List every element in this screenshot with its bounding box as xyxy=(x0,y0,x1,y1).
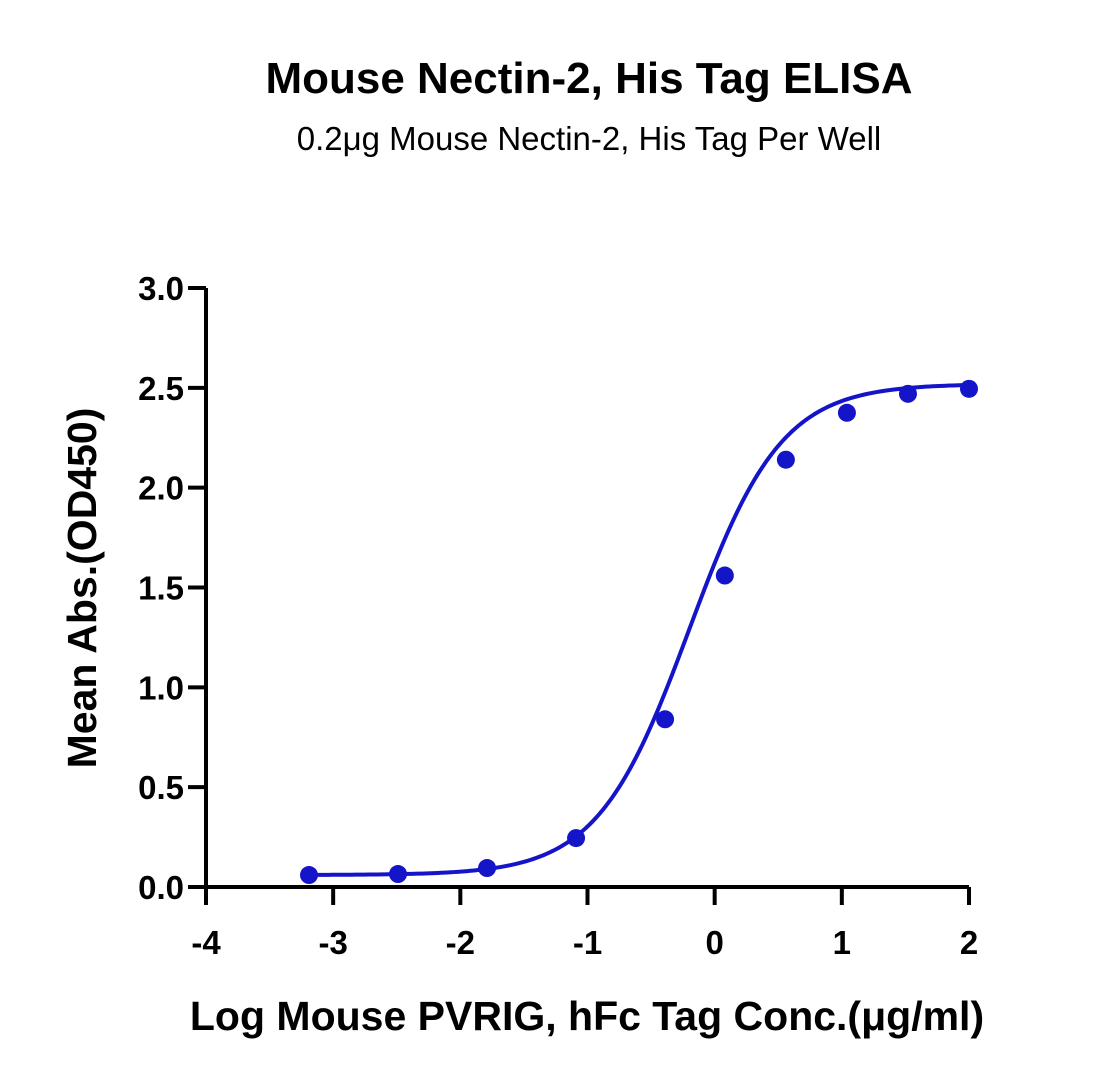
x-tick-label: -1 xyxy=(573,924,602,961)
y-tick-label: 1.5 xyxy=(138,570,184,607)
x-axis-ticks: -4 -3 -2 -1 0 1 2 xyxy=(191,887,978,961)
chart-subtitle: 0.2μg Mouse Nectin-2, His Tag Per Well xyxy=(297,120,882,157)
data-point xyxy=(776,450,795,469)
data-point xyxy=(898,384,917,403)
y-tick-label: 2.0 xyxy=(138,470,184,507)
data-point xyxy=(837,403,856,422)
data-point xyxy=(478,859,497,878)
data-point xyxy=(567,829,586,848)
x-tick-label: -3 xyxy=(318,924,347,961)
data-point xyxy=(389,865,408,884)
data-points xyxy=(300,379,978,885)
y-axis-label: Mean Abs.(OD450) xyxy=(59,408,105,769)
data-point xyxy=(656,710,675,729)
x-tick-label: -4 xyxy=(191,924,221,961)
y-tick-label: 0.5 xyxy=(138,769,184,806)
fit-curve xyxy=(307,382,971,877)
x-axis-label: Log Mouse PVRIG, hFc Tag Conc.(μg/ml) xyxy=(190,993,984,1039)
x-tick-label: 0 xyxy=(705,924,723,961)
data-point xyxy=(960,379,978,398)
y-tick-label: 0.0 xyxy=(138,869,184,906)
x-tick-label: 2 xyxy=(960,924,978,961)
y-tick-label: 3.0 xyxy=(138,270,184,307)
data-point xyxy=(300,866,319,885)
y-axis-ticks: 0.0 0.5 1.0 1.5 2.0 2.5 3.0 xyxy=(138,270,206,906)
x-tick-label: 1 xyxy=(833,924,851,961)
y-tick-label: 2.5 xyxy=(138,370,184,407)
chart-title: Mouse Nectin-2, His Tag ELISA xyxy=(265,54,912,103)
data-point xyxy=(715,566,734,585)
x-tick-label: -2 xyxy=(446,924,475,961)
y-tick-label: 1.0 xyxy=(138,669,184,706)
